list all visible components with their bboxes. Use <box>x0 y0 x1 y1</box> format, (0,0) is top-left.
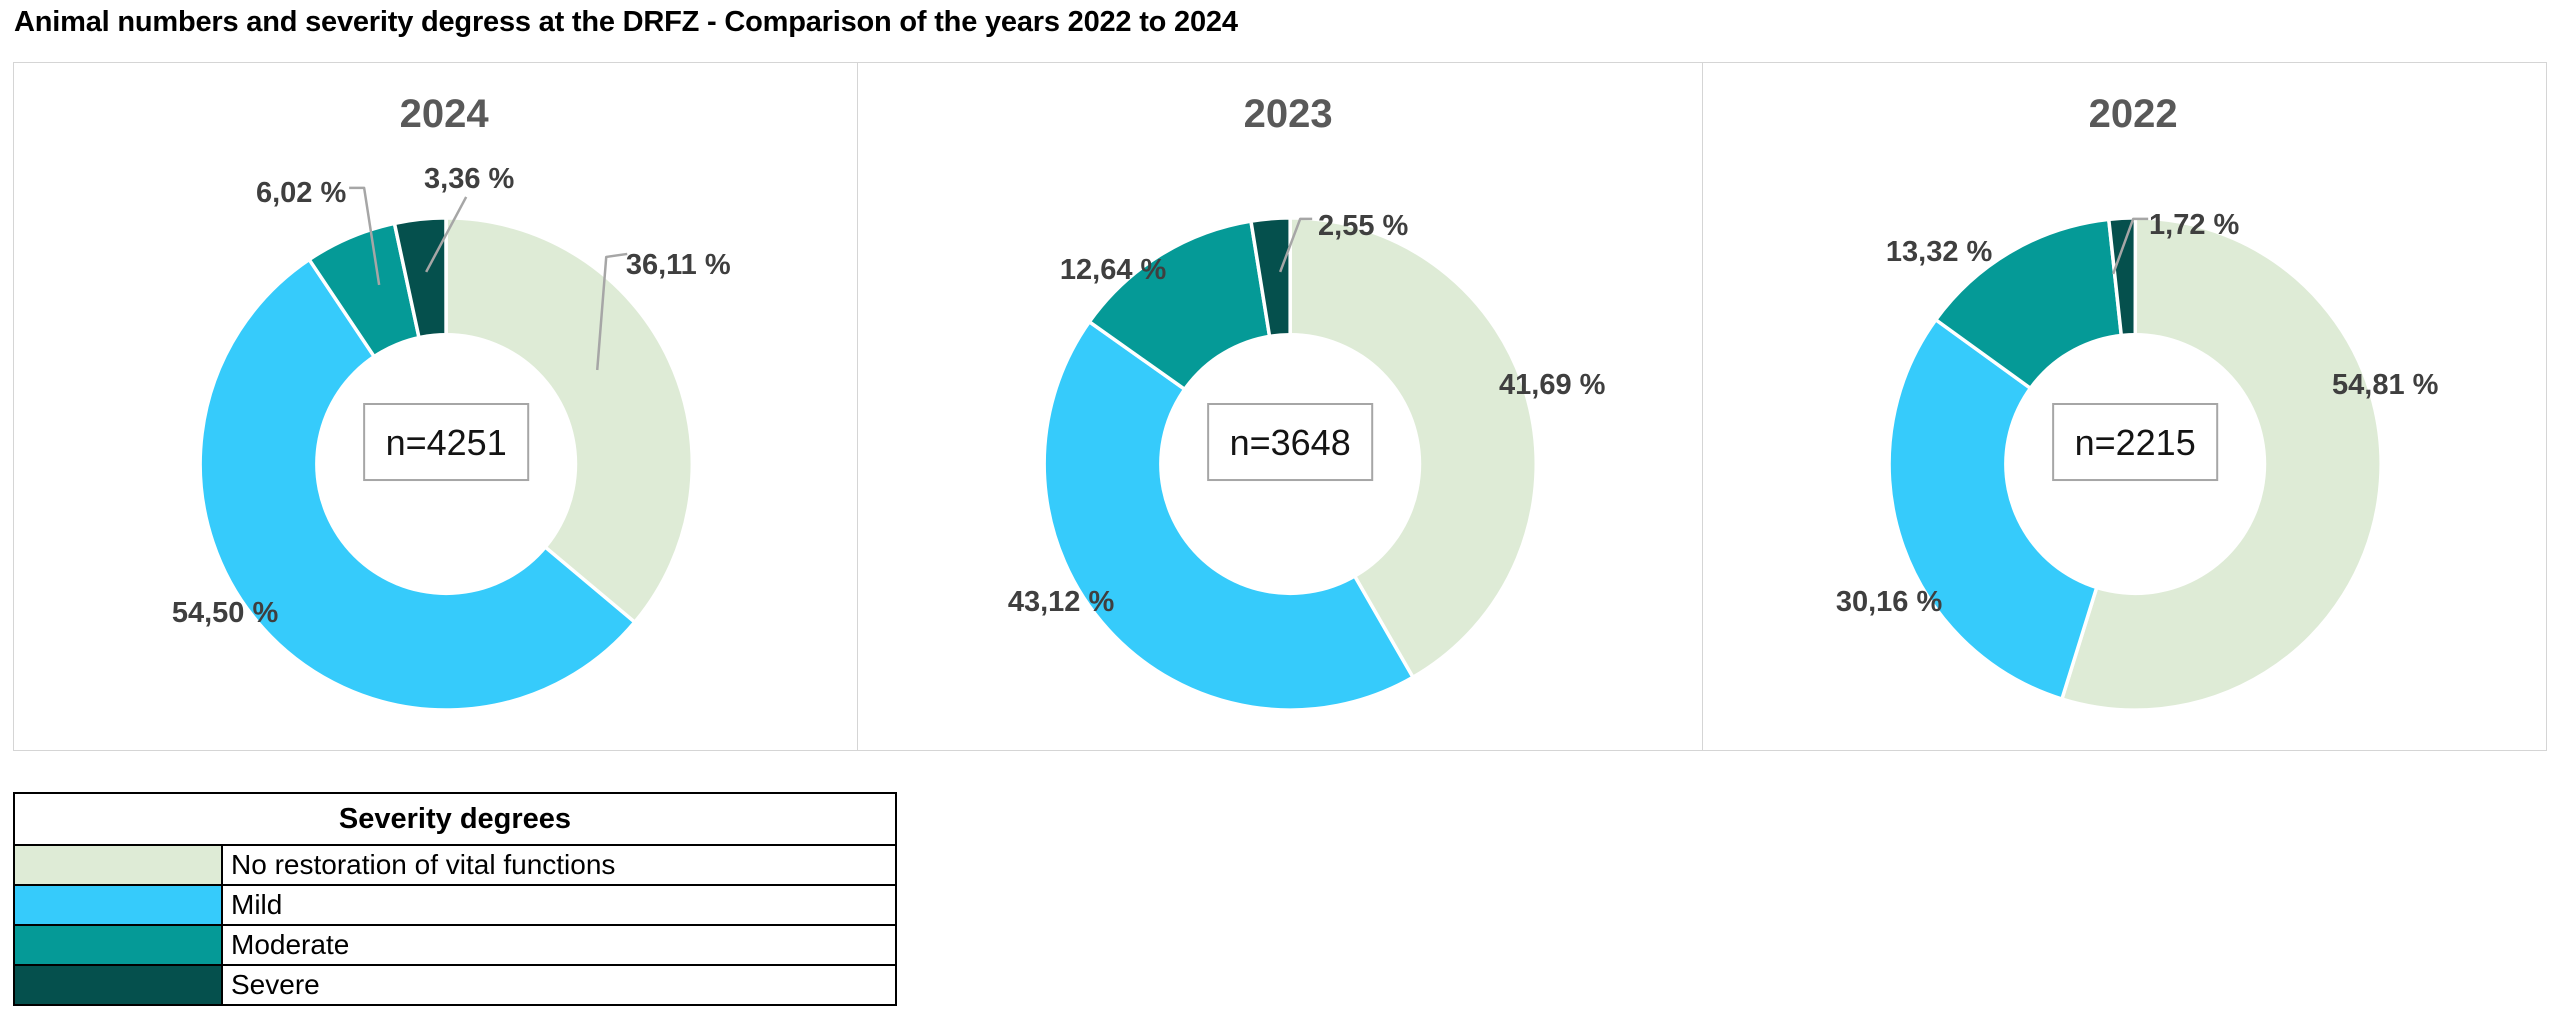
donut-chart-2023: 2023 n=3648 41,69 % 43,12 % 12,64 % 2,55 % <box>1008 92 1606 712</box>
percent-data-label-moderate: 13,32 % <box>1886 236 1993 268</box>
donut-slice-mild <box>1886 318 2137 701</box>
donut-chart-2022: 2022 n=2215 54,81 % 30,16 % 13,32 % 1,72 % <box>1836 92 2439 712</box>
sample-size-box <box>1207 402 1374 482</box>
legend-table: Severity degrees No restoration of vital… <box>13 792 897 1006</box>
charts-row: 2024 n=4251 36,11 % 54,50 % 6,02 % 3,36 % 202… <box>13 62 2547 751</box>
percent-data-label-severe: 3,36 % <box>424 163 514 195</box>
chart-panel-2024: 2024 n=4251 36,11 % 54,50 % 6,02 % 3,36 % <box>14 63 857 750</box>
legend-header-row: Severity degrees <box>13 792 897 846</box>
chart-year-title: 2024 <box>400 92 490 136</box>
chart-panel-2022: 2022 n=2215 54,81 % 30,16 % 13,32 % 1,72 % <box>1701 63 2546 750</box>
sample-size-label: n=4251 <box>386 422 507 463</box>
label-leader-line-no-restoration-of-vital-functions <box>595 252 628 371</box>
percent-data-label-mild: 30,16 % <box>1836 586 1943 618</box>
legend-row: Mild <box>13 884 897 926</box>
percent-data-label-severe: 2,55 % <box>1318 210 1408 242</box>
donut-chart-2024: 2024 n=4251 36,11 % 54,50 % 6,02 % 3,36 % <box>172 92 731 712</box>
legend-row: No restoration of vital functions <box>13 844 897 886</box>
label-leader-line-moderate <box>349 186 381 286</box>
percent-data-label-moderate: 6,02 % <box>256 177 346 209</box>
percent-data-label-moderate: 12,64 % <box>1060 254 1167 286</box>
sample-size-box <box>363 402 530 482</box>
page-title: Animal numbers and severity degress at t… <box>14 6 1238 38</box>
legend-swatch-severe <box>13 964 223 1006</box>
label-leader-line-severe <box>1279 217 1313 273</box>
legend-title: Severity degrees <box>13 792 897 846</box>
percent-data-label-no-restoration-of-vital-functions: 54,81 % <box>2332 369 2439 401</box>
legend-label: Severe <box>221 964 897 1006</box>
sample-size-label: n=3648 <box>1230 422 1351 463</box>
legend-label: Mild <box>221 884 897 926</box>
percent-data-label-severe: 1,72 % <box>2149 209 2239 241</box>
label-leader-line-severe <box>425 196 468 273</box>
percent-data-label-mild: 54,50 % <box>172 597 279 629</box>
legend-swatch-mild <box>13 884 223 926</box>
percent-data-label-no-restoration-of-vital-functions: 36,11 % <box>626 249 731 281</box>
percent-data-label-no-restoration-of-vital-functions: 41,69 % <box>1499 369 1606 401</box>
sample-size-box <box>2051 402 2218 482</box>
sample-size-label: n=2215 <box>2074 422 2195 463</box>
chart-year-title: 2022 <box>2088 92 2177 136</box>
chart-panel-2023: 2023 n=3648 41,69 % 43,12 % 12,64 % 2,55 % <box>857 63 1701 750</box>
legend-row: Moderate <box>13 924 897 966</box>
chart-year-title: 2023 <box>1244 92 1333 136</box>
legend-swatch-no-restoration <box>13 844 223 886</box>
percent-data-label-mild: 43,12 % <box>1008 586 1115 618</box>
legend-label: Moderate <box>221 924 897 966</box>
legend-swatch-moderate <box>13 924 223 966</box>
legend-row: Severe <box>13 964 897 1006</box>
label-leader-line-severe <box>2111 217 2148 275</box>
legend-label: No restoration of vital functions <box>221 844 897 886</box>
